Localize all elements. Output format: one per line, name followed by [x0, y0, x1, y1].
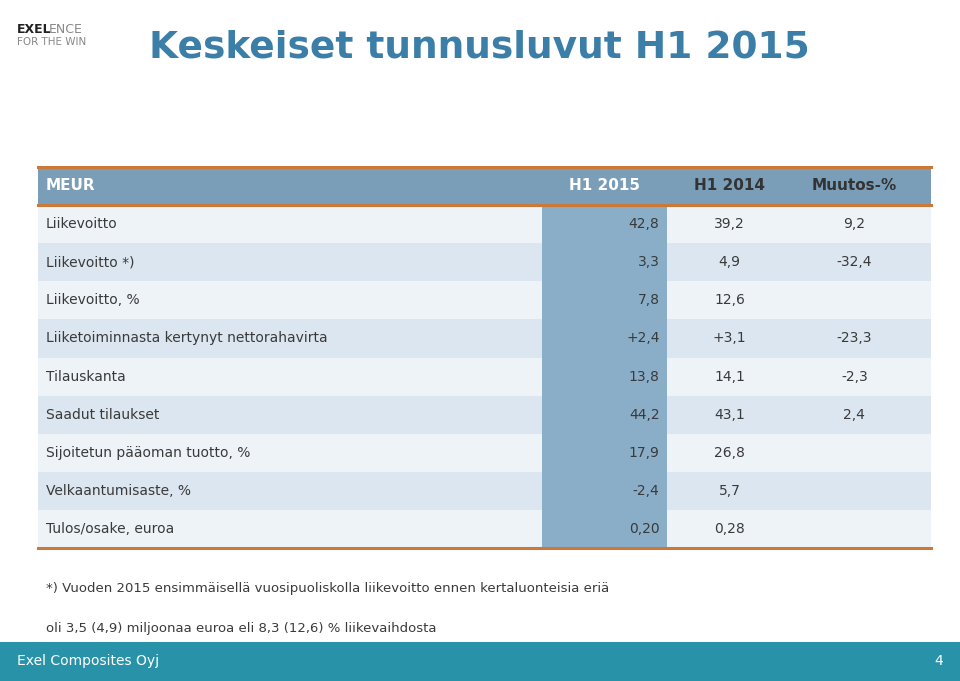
Text: 2,4: 2,4	[844, 408, 865, 422]
Text: Sijoitetun pääoman tuotto, %: Sijoitetun pääoman tuotto, %	[46, 446, 251, 460]
Text: -2,4: -2,4	[633, 484, 660, 498]
Text: 9,2: 9,2	[844, 217, 865, 231]
Text: H1 2015: H1 2015	[569, 178, 640, 193]
Text: ENCE: ENCE	[49, 23, 83, 37]
Bar	[38, 319, 542, 358]
Bar	[667, 205, 931, 243]
Text: Muutos-%: Muutos-%	[812, 178, 897, 193]
Text: Velkaantumisaste, %: Velkaantumisaste, %	[46, 484, 191, 498]
Bar	[38, 205, 542, 243]
Bar	[667, 510, 931, 548]
Text: +3,1: +3,1	[712, 332, 747, 345]
Text: 17,9: 17,9	[629, 446, 660, 460]
Bar	[667, 319, 931, 358]
Text: Saadut tilaukset: Saadut tilaukset	[46, 408, 159, 422]
Text: 3,3: 3,3	[637, 255, 660, 269]
Text: *) Vuoden 2015 ensimmäisellä vuosipuoliskolla liikevoitto ennen kertaluonteisia : *) Vuoden 2015 ensimmäisellä vuosipuolis…	[46, 582, 610, 595]
Bar	[667, 243, 931, 281]
Text: Keskeiset tunnusluvut H1 2015: Keskeiset tunnusluvut H1 2015	[149, 30, 809, 65]
Text: -2,3: -2,3	[841, 370, 868, 383]
Text: 39,2: 39,2	[714, 217, 745, 231]
Bar	[667, 358, 931, 396]
Bar	[38, 243, 542, 281]
Bar	[542, 167, 667, 548]
Text: EXEL: EXEL	[17, 23, 52, 37]
Text: Tilauskanta: Tilauskanta	[46, 370, 126, 383]
Text: Liikevoitto: Liikevoitto	[46, 217, 118, 231]
Bar	[38, 396, 542, 434]
Bar	[38, 472, 542, 510]
Bar	[667, 281, 931, 319]
Text: +2,4: +2,4	[626, 332, 660, 345]
Text: 44,2: 44,2	[629, 408, 660, 422]
Text: 13,8: 13,8	[629, 370, 660, 383]
Text: Liiketoiminnasta kertynyt nettorahavirta: Liiketoiminnasta kertynyt nettorahavirta	[46, 332, 327, 345]
Text: -32,4: -32,4	[837, 255, 872, 269]
Text: Tulos/osake, euroa: Tulos/osake, euroa	[46, 522, 175, 536]
Bar	[667, 396, 931, 434]
Bar	[667, 472, 931, 510]
Text: Exel Composites Oyj: Exel Composites Oyj	[17, 654, 159, 668]
Text: 0,20: 0,20	[629, 522, 660, 536]
Bar	[38, 358, 542, 396]
Bar	[38, 167, 931, 205]
Text: 12,6: 12,6	[714, 294, 745, 307]
Text: 42,8: 42,8	[629, 217, 660, 231]
Text: Liikevoitto *): Liikevoitto *)	[46, 255, 134, 269]
Text: 4,9: 4,9	[719, 255, 740, 269]
Bar	[0, 642, 960, 681]
Text: 4: 4	[934, 654, 943, 668]
Text: 7,8: 7,8	[637, 294, 660, 307]
Text: Liikevoitto, %: Liikevoitto, %	[46, 294, 140, 307]
Bar	[667, 434, 931, 472]
Text: 14,1: 14,1	[714, 370, 745, 383]
Text: oli 3,5 (4,9) miljoonaa euroa eli 8,3 (12,6) % liikevaihdosta: oli 3,5 (4,9) miljoonaa euroa eli 8,3 (1…	[46, 622, 437, 635]
Text: 26,8: 26,8	[714, 446, 745, 460]
Bar	[38, 281, 542, 319]
Text: 5,7: 5,7	[719, 484, 740, 498]
Text: 43,1: 43,1	[714, 408, 745, 422]
Bar	[38, 434, 542, 472]
Text: 0,28: 0,28	[714, 522, 745, 536]
Text: FOR THE WIN: FOR THE WIN	[17, 37, 86, 47]
Text: H1 2014: H1 2014	[694, 178, 765, 193]
Bar	[38, 510, 542, 548]
Text: -23,3: -23,3	[837, 332, 872, 345]
Text: MEUR: MEUR	[46, 178, 96, 193]
